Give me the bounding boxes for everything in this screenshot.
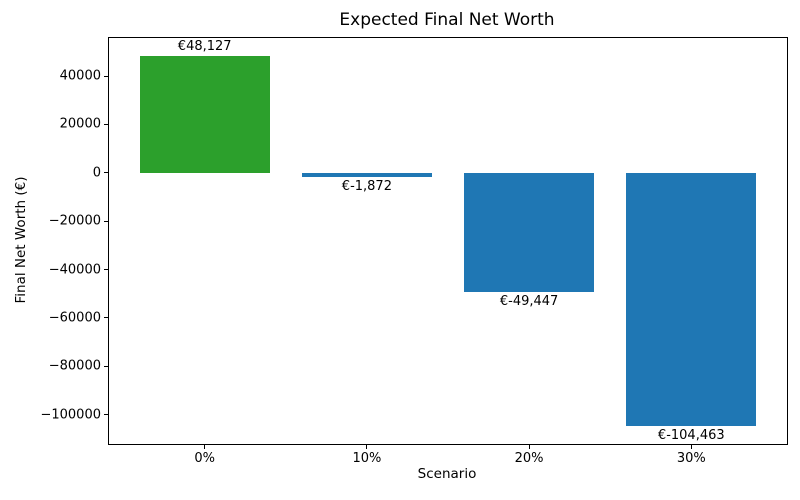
x-tick-label: 0% — [194, 451, 215, 466]
y-tick-mark — [104, 414, 108, 416]
y-tick-label: −40000 — [48, 262, 101, 278]
y-tick-mark — [104, 75, 108, 77]
y-axis-label-text: Final Net Worth (€) — [13, 176, 29, 304]
y-tick-label: −60000 — [48, 310, 101, 326]
x-tick-mark — [366, 445, 368, 449]
bar-value-label: €-49,447 — [499, 294, 559, 310]
bar-value-label: €-104,463 — [657, 427, 725, 443]
y-tick-mark — [104, 317, 108, 319]
x-tick-mark — [204, 445, 206, 449]
x-tick-label: 30% — [676, 451, 706, 466]
y-tick-mark — [104, 269, 108, 271]
y-tick-mark — [104, 365, 108, 367]
y-tick-mark — [104, 220, 108, 222]
y-tick-label: 40000 — [59, 68, 101, 84]
x-tick-label: 20% — [514, 451, 544, 466]
bar — [626, 172, 757, 426]
y-tick-label: −20000 — [48, 213, 101, 229]
x-tick-mark — [690, 445, 692, 449]
bar — [302, 172, 432, 178]
y-tick-label: 0 — [92, 165, 101, 181]
bar-value-label: €-1,872 — [341, 179, 392, 195]
bar-value-label: €48,127 — [177, 39, 232, 55]
x-tick-label: 10% — [352, 451, 382, 466]
x-tick-mark — [528, 445, 530, 449]
y-tick-mark — [104, 123, 108, 125]
bar — [139, 56, 270, 173]
plot-area: 40000 20000 0 −20000 −40000 −60000 −80000 −1000… — [40, 37, 788, 466]
chart-title: Expected Final Net Worth — [339, 10, 555, 30]
bar — [464, 172, 594, 293]
y-tick-label: −80000 — [48, 358, 101, 374]
y-tick-label: −100000 — [40, 407, 101, 423]
y-tick-mark — [104, 172, 108, 174]
x-axis-label: Scenario — [417, 466, 477, 482]
y-tick-label: 20000 — [59, 116, 101, 132]
